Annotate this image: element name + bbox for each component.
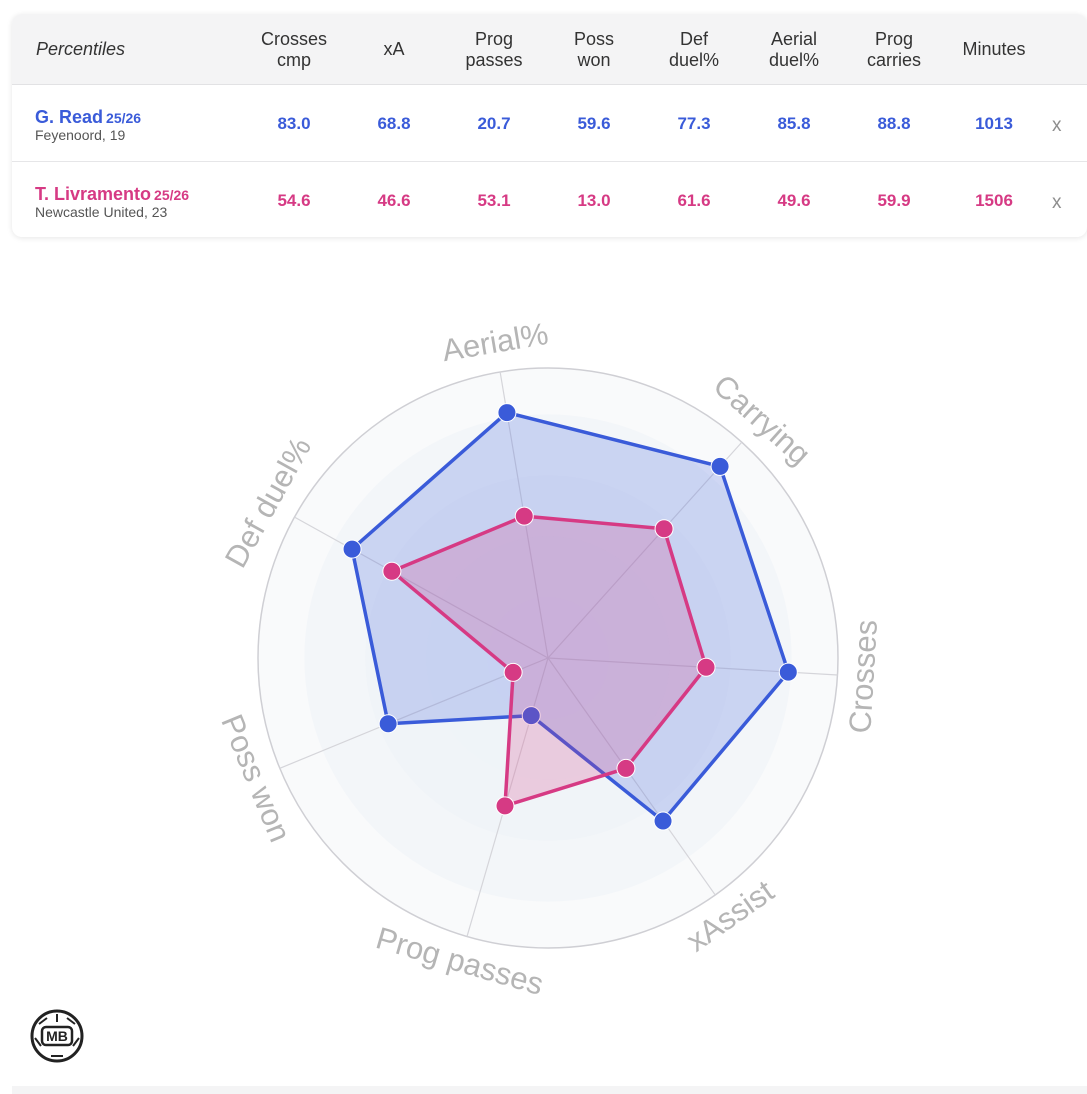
radar-series-1-area <box>350 410 791 823</box>
player-2-name[interactable]: T. Livramento 25/26 <box>35 184 190 204</box>
col-header-prog-passes: Prog passes <box>465 29 523 70</box>
radar-series-2-point <box>696 657 716 677</box>
radar-spoke <box>547 441 743 659</box>
soccer-ball-logo-icon: MB <box>30 1009 84 1063</box>
radar-series-2-point <box>514 506 534 526</box>
percentiles-table: Percentiles Crosses cmp xA Prog passes Pos… <box>12 14 1087 237</box>
radar-series-2-area <box>390 514 708 808</box>
table-header: Percentiles Crosses cmp xA Prog passes Pos… <box>12 14 1087 85</box>
player-1-minutes: 1013 <box>975 114 1013 133</box>
radar-series-2-point <box>503 662 523 682</box>
table-row-player-2: T. Livramento 25/26 Newcastle United, 23 … <box>12 162 1087 237</box>
col-header-crosses-cmp: Crosses cmp <box>260 29 327 70</box>
radar-axis-label: Aerial% <box>440 316 551 368</box>
player-1-poss-won: 59.6 <box>577 114 611 133</box>
radar-series-1-point <box>521 706 541 726</box>
radar-series-2-point <box>495 796 515 816</box>
player-2-crosses-cmp: 54.6 <box>277 191 311 210</box>
radar-spoke <box>279 657 549 769</box>
bottom-card-edge <box>12 1086 1087 1094</box>
radar-series-2-point <box>654 519 674 539</box>
radar-series-1-point <box>778 662 798 682</box>
player-1-def-duel: 77.3 <box>677 114 711 133</box>
radar-axis-label: Crosses <box>842 619 884 735</box>
player-1-xa: 68.8 <box>377 114 411 133</box>
col-header-xa: xA <box>383 39 405 59</box>
player-2-club: Newcastle United, 23 <box>35 204 168 220</box>
logo-text: MB <box>46 1028 68 1044</box>
player-1-club: Feyenoord, 19 <box>35 127 126 143</box>
col-header-minutes: Minutes <box>962 39 1026 59</box>
player-1-aerial-duel: 85.8 <box>777 114 811 133</box>
player-1-prog-passes: 20.7 <box>477 114 511 133</box>
col-header-poss-won: Poss won <box>573 29 615 70</box>
player-2-poss-won: 13.0 <box>577 191 611 210</box>
radar-series-2-point <box>616 758 636 778</box>
remove-player-1-button[interactable]: x <box>1052 115 1062 136</box>
radar-series-1-point <box>653 811 673 831</box>
col-header-aerial-duel: Aerial duel% <box>768 29 820 70</box>
player-2-prog-carries: 59.9 <box>877 191 911 210</box>
player-2-prog-passes: 53.1 <box>477 191 511 210</box>
radar-series-1-point <box>342 539 362 559</box>
radar-spoke <box>547 657 716 896</box>
radar-spoke <box>294 516 549 659</box>
remove-player-2-button[interactable]: x <box>1052 192 1062 213</box>
player-2-xa: 46.6 <box>377 191 411 210</box>
player-2-def-duel: 61.6 <box>677 191 711 210</box>
radar-series-1-point <box>378 714 398 734</box>
radar-series-1-point <box>497 403 517 423</box>
col-header-prog-carries: Prog carries <box>866 29 921 70</box>
table-row-player-1: G. Read 25/26 Feyenoord, 19 83.0 68.8 20.… <box>12 85 1087 162</box>
player-1-prog-carries: 88.8 <box>877 114 911 133</box>
col-header-def-duel: Def duel% <box>668 29 720 70</box>
radar-series-2-point <box>382 561 402 581</box>
player-1-name[interactable]: G. Read 25/26 <box>35 107 142 127</box>
percentiles-label: Percentiles <box>36 39 126 59</box>
player-2-aerial-duel: 49.6 <box>777 191 811 210</box>
player-2-minutes: 1506 <box>975 191 1013 210</box>
radar-series-1-point <box>710 456 730 476</box>
player-1-crosses-cmp: 83.0 <box>277 114 311 133</box>
